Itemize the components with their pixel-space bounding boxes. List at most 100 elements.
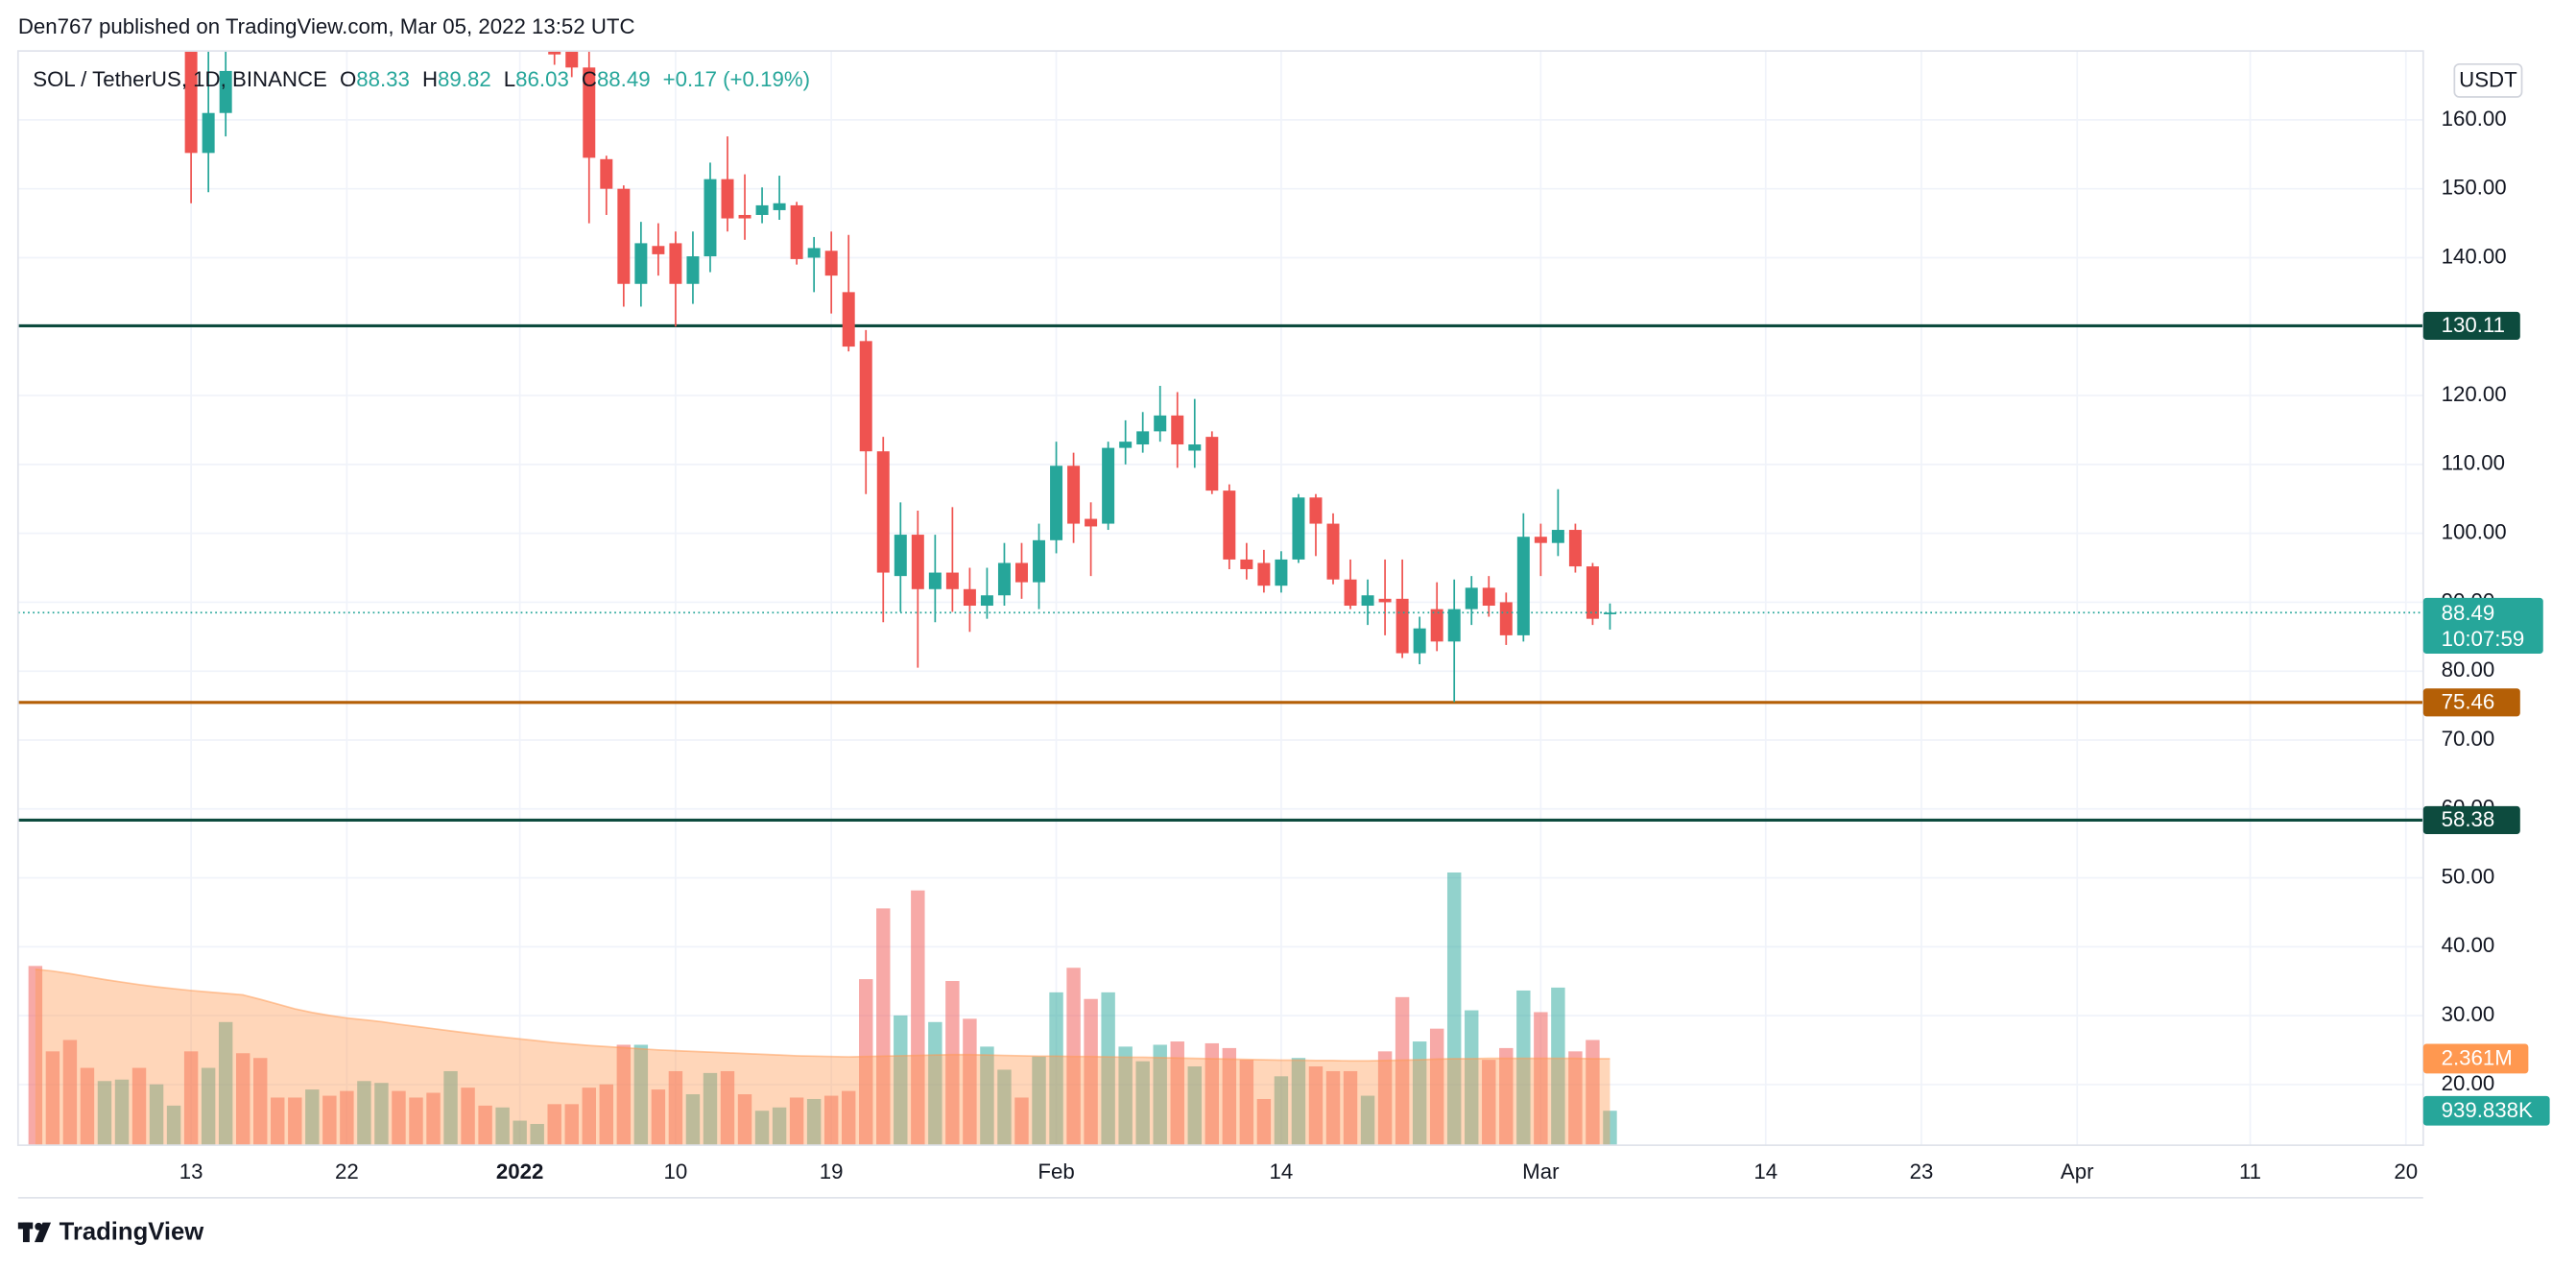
- volume-ma-area: [35, 968, 1610, 1146]
- volume-bar: [1429, 1028, 1444, 1146]
- volume-bar: [806, 1098, 822, 1146]
- volume-bar: [1014, 1097, 1029, 1146]
- volume-bar: [1395, 996, 1410, 1146]
- candle-body: [1465, 587, 1478, 610]
- volume-bar: [737, 1094, 752, 1146]
- candle-body: [1223, 490, 1236, 560]
- brand-logo: [17, 1222, 52, 1243]
- candle-body: [1516, 537, 1530, 635]
- candle-body: [807, 248, 821, 258]
- candle-body: [894, 535, 907, 577]
- candle-body: [1395, 598, 1409, 654]
- candle-body: [721, 179, 734, 219]
- candle-body: [928, 572, 942, 589]
- candle-body: [1136, 431, 1150, 445]
- brand-name: TradingView: [60, 1218, 204, 1245]
- volume-bar: [149, 1084, 164, 1146]
- volume-bar: [305, 1089, 320, 1146]
- volume-bar: [754, 1111, 770, 1146]
- candle-body: [1033, 539, 1046, 583]
- volume-bar: [114, 1079, 130, 1146]
- candle-body: [945, 572, 959, 589]
- y-tick-label: 150.00: [2442, 176, 2507, 200]
- volume-ma-label: 2.361M: [2442, 1046, 2513, 1070]
- volume-bar: [288, 1097, 302, 1146]
- volume-label: 939.838K: [2442, 1098, 2533, 1122]
- volume-bar: [322, 1095, 337, 1146]
- volume-bar: [772, 1107, 787, 1146]
- volume-bar: [1446, 872, 1462, 1146]
- volume-bar: [218, 1021, 233, 1146]
- high-value: 89.82: [438, 67, 491, 91]
- volume-bar: [668, 1070, 683, 1146]
- candle-body: [1188, 444, 1202, 451]
- volume-bar: [945, 981, 960, 1146]
- volume-ma-box: [2422, 1043, 2529, 1074]
- level-lines: [17, 323, 2423, 822]
- y-tick-label: 70.00: [2442, 727, 2495, 751]
- volume-bar: [374, 1083, 389, 1146]
- candle-body: [1534, 537, 1547, 543]
- volume-bar: [1343, 1070, 1358, 1146]
- volume-bar: [1412, 1041, 1427, 1146]
- volume-bar: [1187, 1066, 1202, 1146]
- candle-body: [1413, 628, 1426, 654]
- candle-body: [583, 67, 596, 158]
- volume-bar: [1170, 1041, 1184, 1146]
- y-tick-label: 30.00: [2442, 1002, 2495, 1026]
- volume-bar: [1135, 1061, 1150, 1146]
- x-tick-label: 10: [664, 1159, 688, 1183]
- x-tick-label: 13: [179, 1159, 203, 1183]
- volume-bar: [478, 1105, 492, 1146]
- volume-bar: [495, 1107, 510, 1146]
- volume-pane: [28, 872, 1617, 1146]
- y-tick-label: 120.00: [2442, 382, 2507, 406]
- currency-button[interactable]: [2453, 62, 2523, 98]
- low-value: 86.03: [515, 67, 569, 91]
- candle-body: [600, 158, 613, 189]
- logo-slash: [34, 1222, 52, 1243]
- volume-bar: [1551, 987, 1565, 1146]
- volume-bar: [1101, 992, 1115, 1146]
- candle-body: [652, 246, 665, 254]
- candle-body: [980, 595, 993, 607]
- x-tick-label: Apr: [2061, 1159, 2094, 1183]
- volume-bar: [1205, 1042, 1220, 1146]
- x-tick-label: 14: [1270, 1159, 1294, 1183]
- candle-body: [876, 451, 890, 573]
- candle-body: [1551, 530, 1564, 543]
- candle-body: [686, 256, 700, 284]
- y-tick-label: 40.00: [2442, 933, 2495, 957]
- volume-bar: [201, 1067, 216, 1146]
- last-price-box: [2422, 597, 2543, 655]
- y-tick-label: 80.00: [2442, 657, 2495, 681]
- candle-body: [1154, 415, 1167, 432]
- volume-bar: [461, 1088, 475, 1146]
- volume-bar: [45, 1051, 60, 1146]
- volume-bar: [1325, 1070, 1341, 1146]
- volume-bar: [1377, 1051, 1393, 1146]
- candle-body: [911, 535, 924, 589]
- candle-body: [1067, 466, 1081, 524]
- volume-bar: [1516, 990, 1531, 1146]
- candle-body: [565, 51, 579, 68]
- volume-bar: [997, 1069, 1012, 1146]
- volume-bar: [80, 1067, 95, 1146]
- x-tick-label: 22: [335, 1159, 359, 1183]
- close-letter: C: [582, 67, 597, 91]
- x-tick-label: 11: [2239, 1159, 2261, 1183]
- low-letter: L: [504, 67, 515, 91]
- candle-body: [1257, 562, 1271, 586]
- volume-bar: [409, 1097, 423, 1146]
- volume-bar: [1586, 1040, 1600, 1146]
- candle-body: [1603, 612, 1616, 614]
- candle-body: [842, 292, 855, 347]
- volume-bar: [859, 979, 873, 1146]
- candle-body: [1014, 562, 1028, 583]
- volume-bar: [1274, 1076, 1289, 1146]
- volume-bar: [599, 1084, 614, 1146]
- axes: 20.0030.0040.0050.0060.0070.0080.0090.00…: [179, 107, 2507, 1183]
- y-tick-label: 50.00: [2442, 864, 2495, 888]
